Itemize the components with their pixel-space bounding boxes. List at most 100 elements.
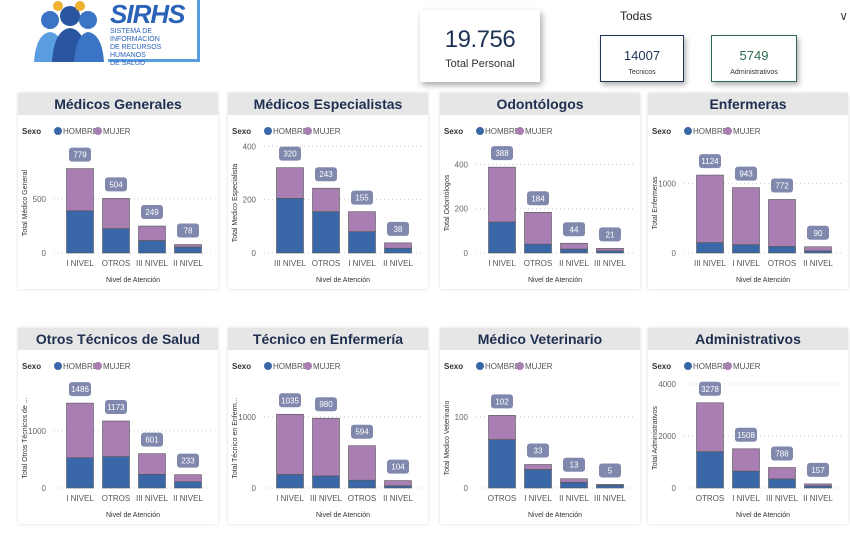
bar-hombre[interactable] bbox=[488, 439, 516, 489]
bar-mujer[interactable] bbox=[348, 211, 376, 232]
legend-item[interactable]: MUJER bbox=[313, 362, 341, 371]
legend-title: Sexo bbox=[444, 127, 463, 136]
bar-mujer[interactable] bbox=[102, 198, 130, 229]
bar-hombre[interactable] bbox=[560, 482, 588, 489]
data-label: 5 bbox=[608, 466, 613, 475]
chevron-down-icon[interactable]: ∨ bbox=[839, 9, 848, 23]
legend-item[interactable]: MUJER bbox=[103, 362, 131, 371]
bar-hombre[interactable] bbox=[696, 451, 724, 489]
y-tick-label: 1000 bbox=[238, 413, 256, 422]
bar-hombre[interactable] bbox=[768, 246, 796, 254]
legend-item[interactable]: HOMBRE bbox=[485, 362, 520, 371]
bar-mujer[interactable] bbox=[174, 244, 202, 248]
bar-mujer[interactable] bbox=[804, 246, 832, 252]
bar-hombre[interactable] bbox=[804, 250, 832, 254]
bar-hombre[interactable] bbox=[768, 478, 796, 489]
bar-mujer[interactable] bbox=[66, 168, 94, 212]
bar-mujer[interactable] bbox=[696, 402, 724, 452]
legend-item[interactable]: HOMBRE bbox=[63, 127, 98, 136]
bar-hombre[interactable] bbox=[312, 211, 340, 254]
bar-mujer[interactable] bbox=[768, 467, 796, 480]
bar-mujer[interactable] bbox=[488, 166, 516, 223]
bar-mujer[interactable] bbox=[804, 483, 832, 487]
legend-item[interactable]: HOMBRE bbox=[273, 127, 308, 136]
x-tick-label: I NIVEL bbox=[488, 259, 516, 268]
legend-item[interactable]: HOMBRE bbox=[63, 362, 98, 371]
bar-mujer[interactable] bbox=[696, 174, 724, 243]
data-label-box bbox=[599, 227, 621, 242]
data-label-box bbox=[563, 222, 585, 237]
bar-hombre[interactable] bbox=[174, 481, 202, 489]
bar-hombre[interactable] bbox=[174, 246, 202, 254]
bar-mujer[interactable] bbox=[138, 453, 166, 475]
bar-hombre[interactable] bbox=[804, 485, 832, 489]
bar-hombre[interactable] bbox=[276, 198, 304, 254]
bar-hombre[interactable] bbox=[66, 457, 94, 489]
bar-mujer[interactable] bbox=[66, 402, 94, 459]
bar-mujer[interactable] bbox=[732, 187, 760, 245]
data-label-box bbox=[599, 463, 621, 478]
bar-mujer[interactable] bbox=[596, 248, 624, 252]
bar-mujer[interactable] bbox=[102, 420, 130, 457]
bar-mujer[interactable] bbox=[524, 464, 552, 470]
legend-item[interactable]: HOMBRE bbox=[485, 127, 520, 136]
legend-item[interactable]: MUJER bbox=[733, 127, 761, 136]
bar-mujer[interactable] bbox=[560, 478, 588, 483]
chart-title: Médico Veterinario bbox=[440, 328, 640, 350]
bar-hombre[interactable] bbox=[732, 244, 760, 254]
bar-hombre[interactable] bbox=[488, 221, 516, 254]
bar-hombre[interactable] bbox=[348, 479, 376, 489]
bar-hombre[interactable] bbox=[312, 475, 340, 489]
chart-medicos-especialistas: Médicos Especialistas Sexo HOMBRE MUJER 0 200… bbox=[228, 93, 428, 289]
bar-hombre[interactable] bbox=[276, 474, 304, 489]
bar-hombre[interactable] bbox=[384, 247, 412, 254]
bar-mujer[interactable] bbox=[560, 242, 588, 250]
bar-mujer[interactable] bbox=[732, 448, 760, 472]
bar-mujer[interactable] bbox=[384, 480, 412, 487]
legend-item[interactable]: MUJER bbox=[525, 127, 553, 136]
legend-item[interactable]: MUJER bbox=[103, 127, 131, 136]
bar-hombre[interactable] bbox=[524, 469, 552, 489]
bar-mujer[interactable] bbox=[488, 415, 516, 440]
bar-hombre[interactable] bbox=[560, 248, 588, 254]
bar-hombre[interactable] bbox=[66, 210, 94, 254]
x-axis-label: Nivel de Atención bbox=[736, 277, 790, 284]
bar-hombre[interactable] bbox=[384, 485, 412, 489]
legend-item[interactable]: MUJER bbox=[525, 362, 553, 371]
legend-item[interactable]: HOMBRE bbox=[693, 362, 728, 371]
legend-item[interactable]: HOMBRE bbox=[693, 127, 728, 136]
bar-hombre[interactable] bbox=[348, 231, 376, 254]
data-label: 1508 bbox=[737, 431, 755, 440]
bar-mujer[interactable] bbox=[524, 211, 552, 245]
data-label-box bbox=[279, 393, 301, 408]
bar-mujer[interactable] bbox=[276, 413, 304, 475]
legend-item[interactable]: HOMBRE bbox=[273, 362, 308, 371]
bar-mujer[interactable] bbox=[348, 445, 376, 481]
bar-mujer[interactable] bbox=[174, 474, 202, 483]
bar-mujer[interactable] bbox=[138, 225, 166, 241]
chart-enfermeras: Enfermeras Sexo HOMBRE MUJER 0 1000 Total Enfe… bbox=[648, 93, 848, 289]
y-tick-label: 0 bbox=[672, 249, 677, 258]
bar-hombre[interactable] bbox=[696, 242, 724, 254]
filter-dropdown[interactable]: Todas ∨ bbox=[618, 7, 850, 27]
bar-mujer[interactable] bbox=[312, 417, 340, 477]
data-label: 249 bbox=[145, 208, 159, 217]
bar-hombre[interactable] bbox=[524, 243, 552, 254]
bar-hombre[interactable] bbox=[596, 484, 624, 489]
bar-mujer[interactable] bbox=[312, 187, 340, 212]
bar-hombre[interactable] bbox=[138, 240, 166, 254]
bar-hombre[interactable] bbox=[732, 470, 760, 489]
x-axis-label: Nivel de Atención bbox=[528, 512, 582, 519]
bar-hombre[interactable] bbox=[102, 456, 130, 489]
bar-hombre[interactable] bbox=[596, 250, 624, 254]
chart-title: Odontólogos bbox=[440, 93, 640, 115]
legend-item[interactable]: MUJER bbox=[313, 127, 341, 136]
legend-item[interactable]: MUJER bbox=[733, 362, 761, 371]
bar-hombre[interactable] bbox=[138, 473, 166, 489]
bar-mujer[interactable] bbox=[276, 167, 304, 199]
bar-mujer[interactable] bbox=[384, 242, 412, 249]
bar-mujer[interactable] bbox=[596, 484, 624, 486]
x-tick-label: OTROS bbox=[696, 494, 724, 503]
bar-mujer[interactable] bbox=[768, 199, 796, 247]
bar-hombre[interactable] bbox=[102, 228, 130, 254]
